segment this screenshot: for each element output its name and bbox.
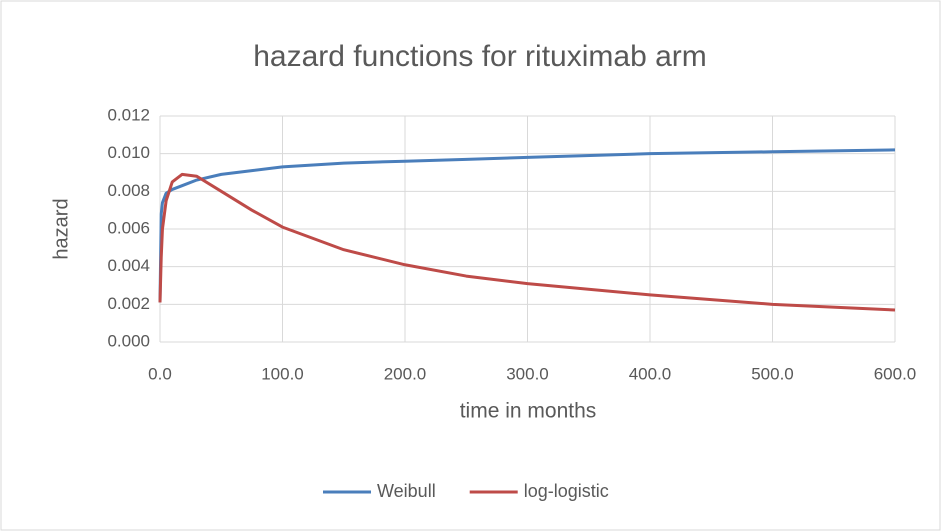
y-tick-label: 0.004 bbox=[107, 256, 150, 275]
series-line bbox=[158, 148, 896, 303]
y-tick-label: 0.002 bbox=[107, 294, 150, 313]
x-tick-label: 100.0 bbox=[261, 364, 304, 383]
y-axis-label: hazard bbox=[50, 198, 72, 259]
y-tick-label: 0.006 bbox=[107, 218, 150, 237]
series-line bbox=[158, 172, 896, 312]
x-tick-label: 500.0 bbox=[751, 364, 794, 383]
x-tick-label: 300.0 bbox=[506, 364, 549, 383]
chart-title: hazard functions for rituximab arm bbox=[253, 40, 707, 73]
x-tick-label: 0.0 bbox=[148, 364, 172, 383]
y-tick-label: 0.012 bbox=[107, 105, 150, 124]
y-tick-label: 0.010 bbox=[107, 143, 150, 162]
y-tick-label: 0.008 bbox=[107, 181, 150, 200]
x-tick-label: 600.0 bbox=[874, 364, 917, 383]
x-axis-label: time in months bbox=[460, 400, 597, 423]
y-tick-label: 0.000 bbox=[107, 331, 150, 350]
x-tick-label: 400.0 bbox=[629, 364, 672, 383]
legend-label: log-logistic bbox=[524, 481, 609, 501]
x-tick-label: 200.0 bbox=[384, 364, 427, 383]
legend-label: Weibull bbox=[377, 481, 436, 501]
